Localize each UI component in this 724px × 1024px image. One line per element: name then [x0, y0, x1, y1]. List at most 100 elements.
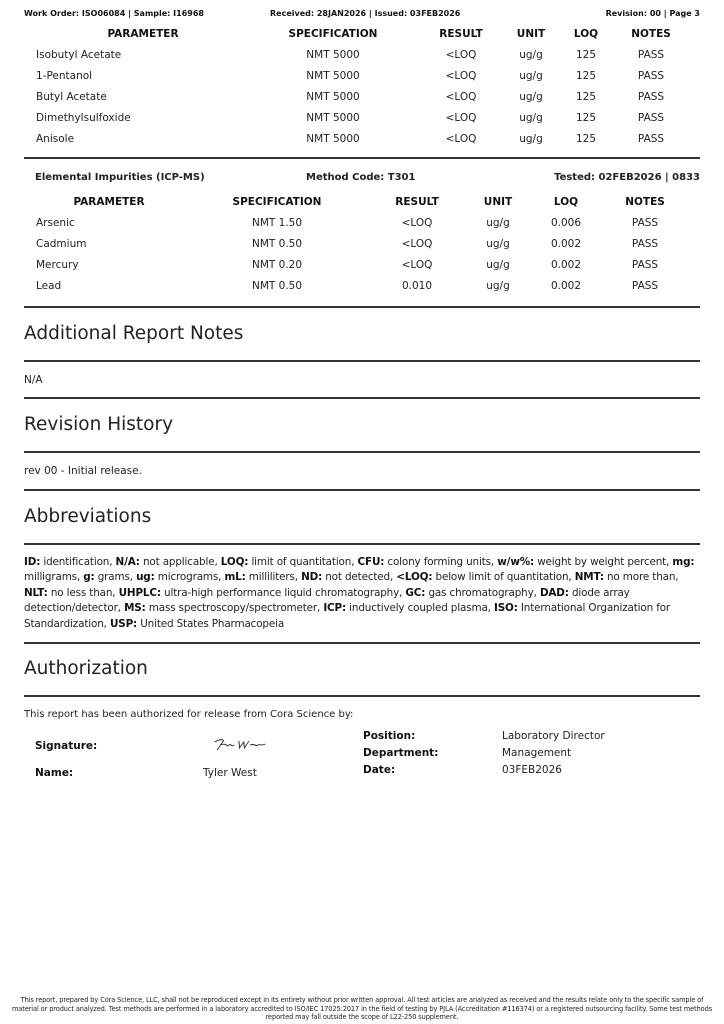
table-row: Butyl Acetate NMT 5000 <LOQ ug/g 125 PASS [24, 87, 700, 108]
abbreviation-term: mL: [224, 571, 246, 584]
abbreviation-definition: identification [43, 556, 110, 568]
abbreviation-term: UHPLC: [118, 586, 161, 599]
table-cell: Mercury [36, 259, 79, 271]
abbreviation-definition: milligrams [24, 571, 77, 584]
abbreviation-definition: gas chromatography [428, 586, 534, 599]
header-work-order: Work Order: ISO06084 | Sample: I16968 [24, 9, 204, 18]
abbreviation-term: ND: [301, 571, 323, 584]
position-label: Position: [363, 730, 416, 742]
table-cell: PASS [631, 217, 659, 229]
revision-text: rev 00 - Initial release. [24, 465, 142, 477]
table-cell: ug/g [519, 112, 543, 124]
table-cell: NMT 0.50 [251, 238, 303, 250]
table-cell: Arsenic [36, 217, 75, 229]
table-row: Isobutyl Acetate NMT 5000 <LOQ ug/g 125 PASS [24, 45, 700, 66]
abbreviation-term: NMT: [574, 571, 604, 584]
divider [24, 306, 700, 308]
table-row: Dimethylsulfoxide NMT 5000 <LOQ ug/g 125 PASS [24, 108, 700, 129]
table-cell: ug/g [519, 49, 543, 61]
table-row: Lead NMT 0.50 0.010 ug/g 0.002 PASS [24, 276, 700, 297]
table-cell: 125 [575, 133, 597, 145]
table-cell: <LOQ [401, 238, 433, 250]
table-row: 1-Pentanol NMT 5000 <LOQ ug/g 125 PASS [24, 66, 700, 87]
abbreviation-definition: United States Pharmacopeia [140, 617, 285, 630]
table-cell: PASS [637, 133, 665, 145]
table-cell: PASS [631, 259, 659, 271]
abbreviation-term: N/A: [115, 556, 140, 568]
divider [24, 695, 700, 697]
table-cell: NMT 0.20 [251, 259, 303, 271]
table-cell: PASS [637, 49, 665, 61]
table-cell: <LOQ [445, 91, 477, 103]
table-cell: Anisole [36, 133, 75, 145]
table-header-row: PARAMETER SPECIFICATION RESULT UNIT LOQ NOTES [24, 192, 700, 213]
table-cell: 125 [575, 112, 597, 124]
abbreviation-term: ID: [24, 556, 41, 568]
abbreviation-definition: no less than [50, 586, 113, 599]
method-code: Method Code: T301 [306, 172, 416, 183]
abbreviation-definition: International Organization for Standardi… [24, 602, 671, 630]
abbreviation-term: <LOQ: [396, 571, 433, 584]
column-header: PARAMETER [107, 28, 179, 40]
abbreviation-term: NLT: [24, 586, 48, 599]
table-cell: <LOQ [445, 70, 477, 82]
abbreviation-definition: milliliters [248, 571, 295, 584]
table-cell: 125 [575, 49, 597, 61]
name-label: Name: [35, 767, 74, 779]
abbreviation-definition: colony forming units [387, 556, 491, 568]
divider [24, 543, 700, 545]
date-value: 03FEB2026 [502, 764, 562, 776]
abbreviation-term: USP: [109, 617, 138, 630]
abbreviation-term: mg: [672, 556, 695, 568]
table-cell: <LOQ [401, 217, 433, 229]
table-cell: <LOQ [401, 259, 433, 271]
abbreviation-definition: grams [97, 571, 130, 584]
table-cell: Lead [36, 280, 62, 292]
table-row: Mercury NMT 0.20 <LOQ ug/g 0.002 PASS [24, 255, 700, 276]
table-cell: NMT 1.50 [251, 217, 303, 229]
abbreviation-term: LOQ: [220, 556, 249, 568]
signature-label: Signature: [35, 740, 98, 752]
divider [24, 489, 700, 491]
table-cell: NMT 5000 [306, 112, 360, 124]
authorization-heading: Authorization [24, 658, 148, 679]
revision-heading: Revision History [24, 414, 174, 435]
table-cell: NMT 5000 [306, 133, 360, 145]
table-cell: ug/g [486, 217, 510, 229]
position-value: Laboratory Director [502, 730, 605, 742]
table-header-row: PARAMETER SPECIFICATION RESULT UNIT LOQ NOTES [24, 24, 700, 45]
column-header: SPECIFICATION [288, 28, 378, 40]
abbreviation-definition: ultra-high performance liquid chromatogr… [164, 586, 400, 599]
column-header: UNIT [516, 28, 546, 40]
abbreviation-term: g: [83, 571, 95, 584]
date-label: Date: [363, 764, 396, 776]
header-dates: Received: 28JAN2026 | Issued: 03FEB2026 [270, 9, 461, 18]
authorization-intro: This report has been authorized for rele… [24, 709, 354, 720]
divider [24, 157, 700, 159]
table-cell: <LOQ [445, 133, 477, 145]
abbreviations-heading: Abbreviations [24, 506, 152, 527]
abbreviation-definition: not applicable [142, 556, 215, 568]
table-cell: PASS [637, 70, 665, 82]
table-cell: NMT 5000 [306, 91, 360, 103]
column-header: LOQ [553, 196, 579, 208]
tested-date: Tested: 02FEB2026 | 0833 [554, 172, 700, 183]
column-header: PARAMETER [73, 196, 145, 208]
department-value: Management [502, 747, 572, 759]
table-cell: 0.002 [550, 259, 582, 271]
table-cell: 0.006 [550, 217, 582, 229]
column-header: RESULT [395, 196, 439, 208]
table-row: Arsenic NMT 1.50 <LOQ ug/g 0.006 PASS [24, 213, 700, 234]
table-cell: Cadmium [36, 238, 87, 250]
table-cell: ug/g [519, 91, 543, 103]
table-cell: ug/g [486, 259, 510, 271]
divider [24, 360, 700, 362]
column-header: NOTES [631, 28, 671, 40]
department-label: Department: [363, 747, 439, 759]
column-header: UNIT [483, 196, 513, 208]
table-cell: 125 [575, 70, 597, 82]
table-cell: Dimethylsulfoxide [36, 112, 131, 124]
table-cell: ug/g [519, 133, 543, 145]
column-header: NOTES [625, 196, 665, 208]
abbreviation-term: MS: [124, 602, 146, 615]
